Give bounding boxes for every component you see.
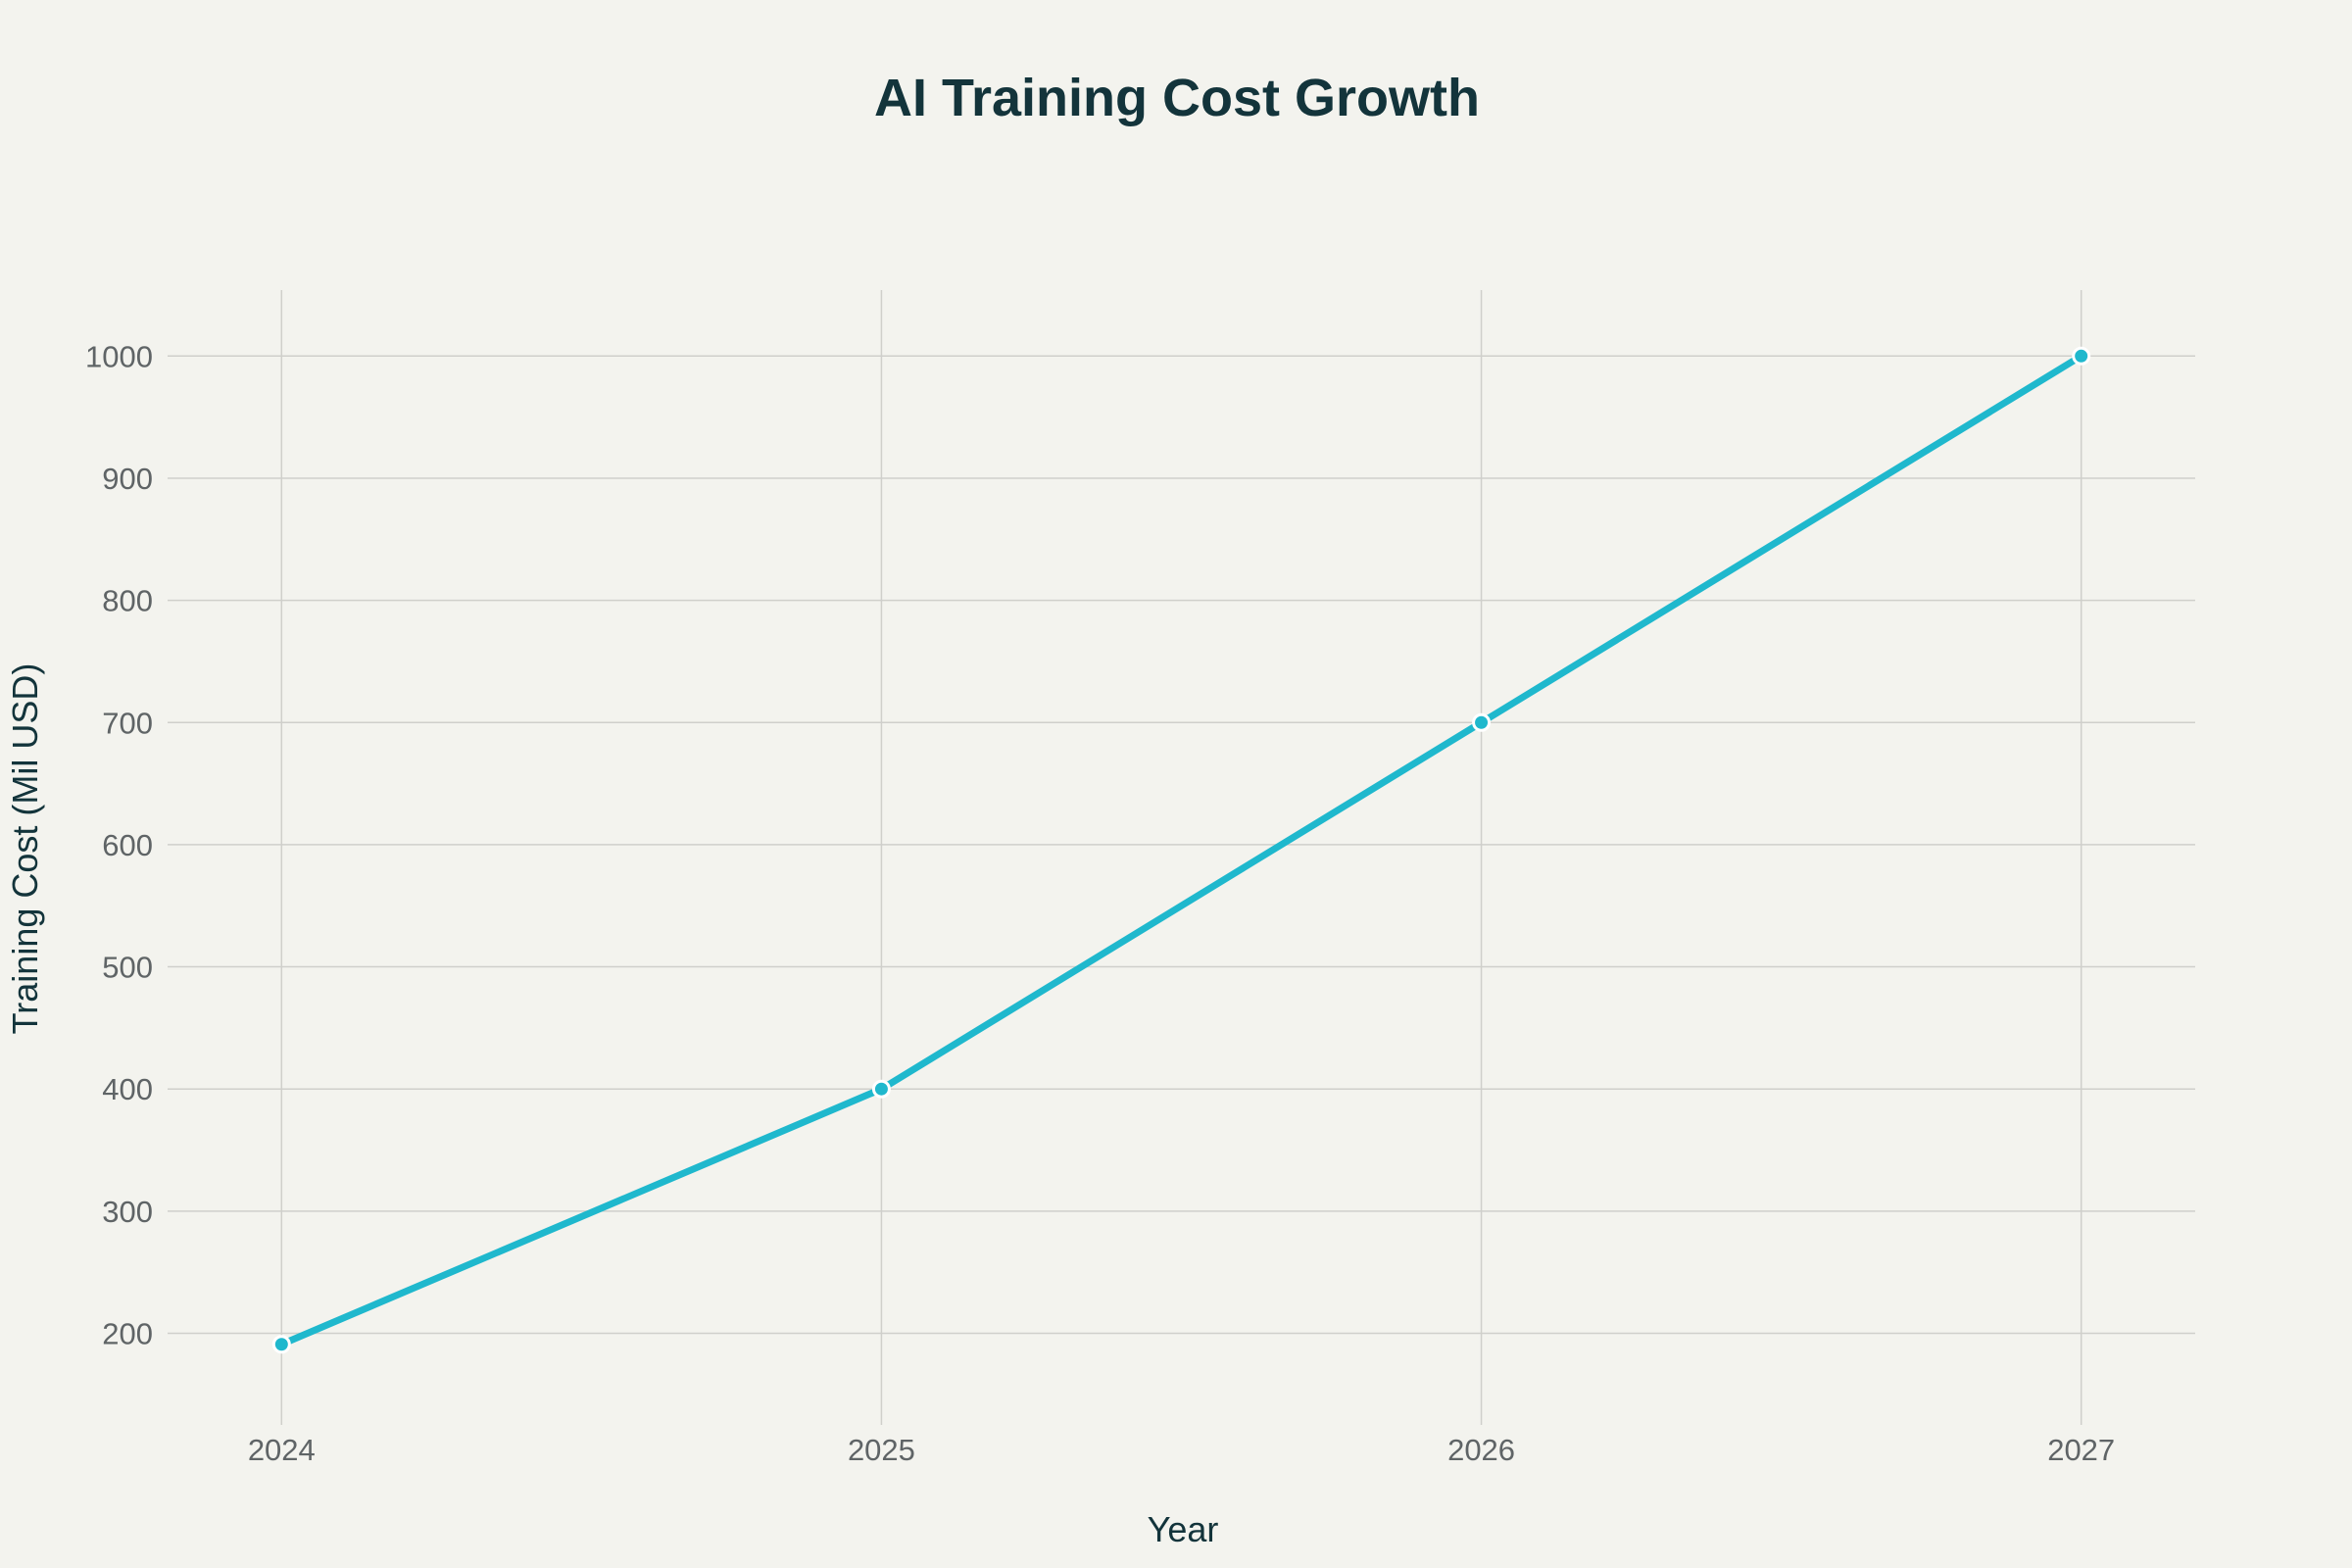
x-tick-label: 2026 <box>1447 1433 1515 1467</box>
chart-title: AI Training Cost Growth <box>874 69 1480 127</box>
y-tick-label: 700 <box>102 706 153 740</box>
y-tick-label: 900 <box>102 462 153 496</box>
y-tick-label: 200 <box>102 1317 153 1351</box>
y-tick-label: 300 <box>102 1195 153 1229</box>
data-point[interactable] <box>1472 712 1492 732</box>
series-line <box>279 353 2083 1348</box>
y-tick-label: 500 <box>102 951 153 985</box>
x-tick-label: 2027 <box>2047 1433 2115 1467</box>
x-tick-label: 2024 <box>248 1433 316 1467</box>
y-tick-label: 1000 <box>85 339 153 373</box>
series-layer <box>271 346 2091 1354</box>
y-axis-title: Training Cost (Mil USD) <box>5 663 45 1035</box>
y-tick-label: 400 <box>102 1072 153 1106</box>
x-axis-title: Year <box>1148 1509 1219 1549</box>
x-tick-label: 2025 <box>848 1433 915 1467</box>
y-axis-ticks: 200 300 400 500 600 700 800 900 1000 <box>85 339 153 1350</box>
data-point[interactable] <box>2072 346 2091 366</box>
data-point[interactable] <box>871 1079 891 1099</box>
data-point[interactable] <box>271 1335 291 1354</box>
x-axis-ticks: 2024 2025 2026 2027 <box>248 1433 2115 1467</box>
grid <box>168 290 2195 1425</box>
y-tick-label: 600 <box>102 828 153 862</box>
y-tick-label: 800 <box>102 584 153 618</box>
